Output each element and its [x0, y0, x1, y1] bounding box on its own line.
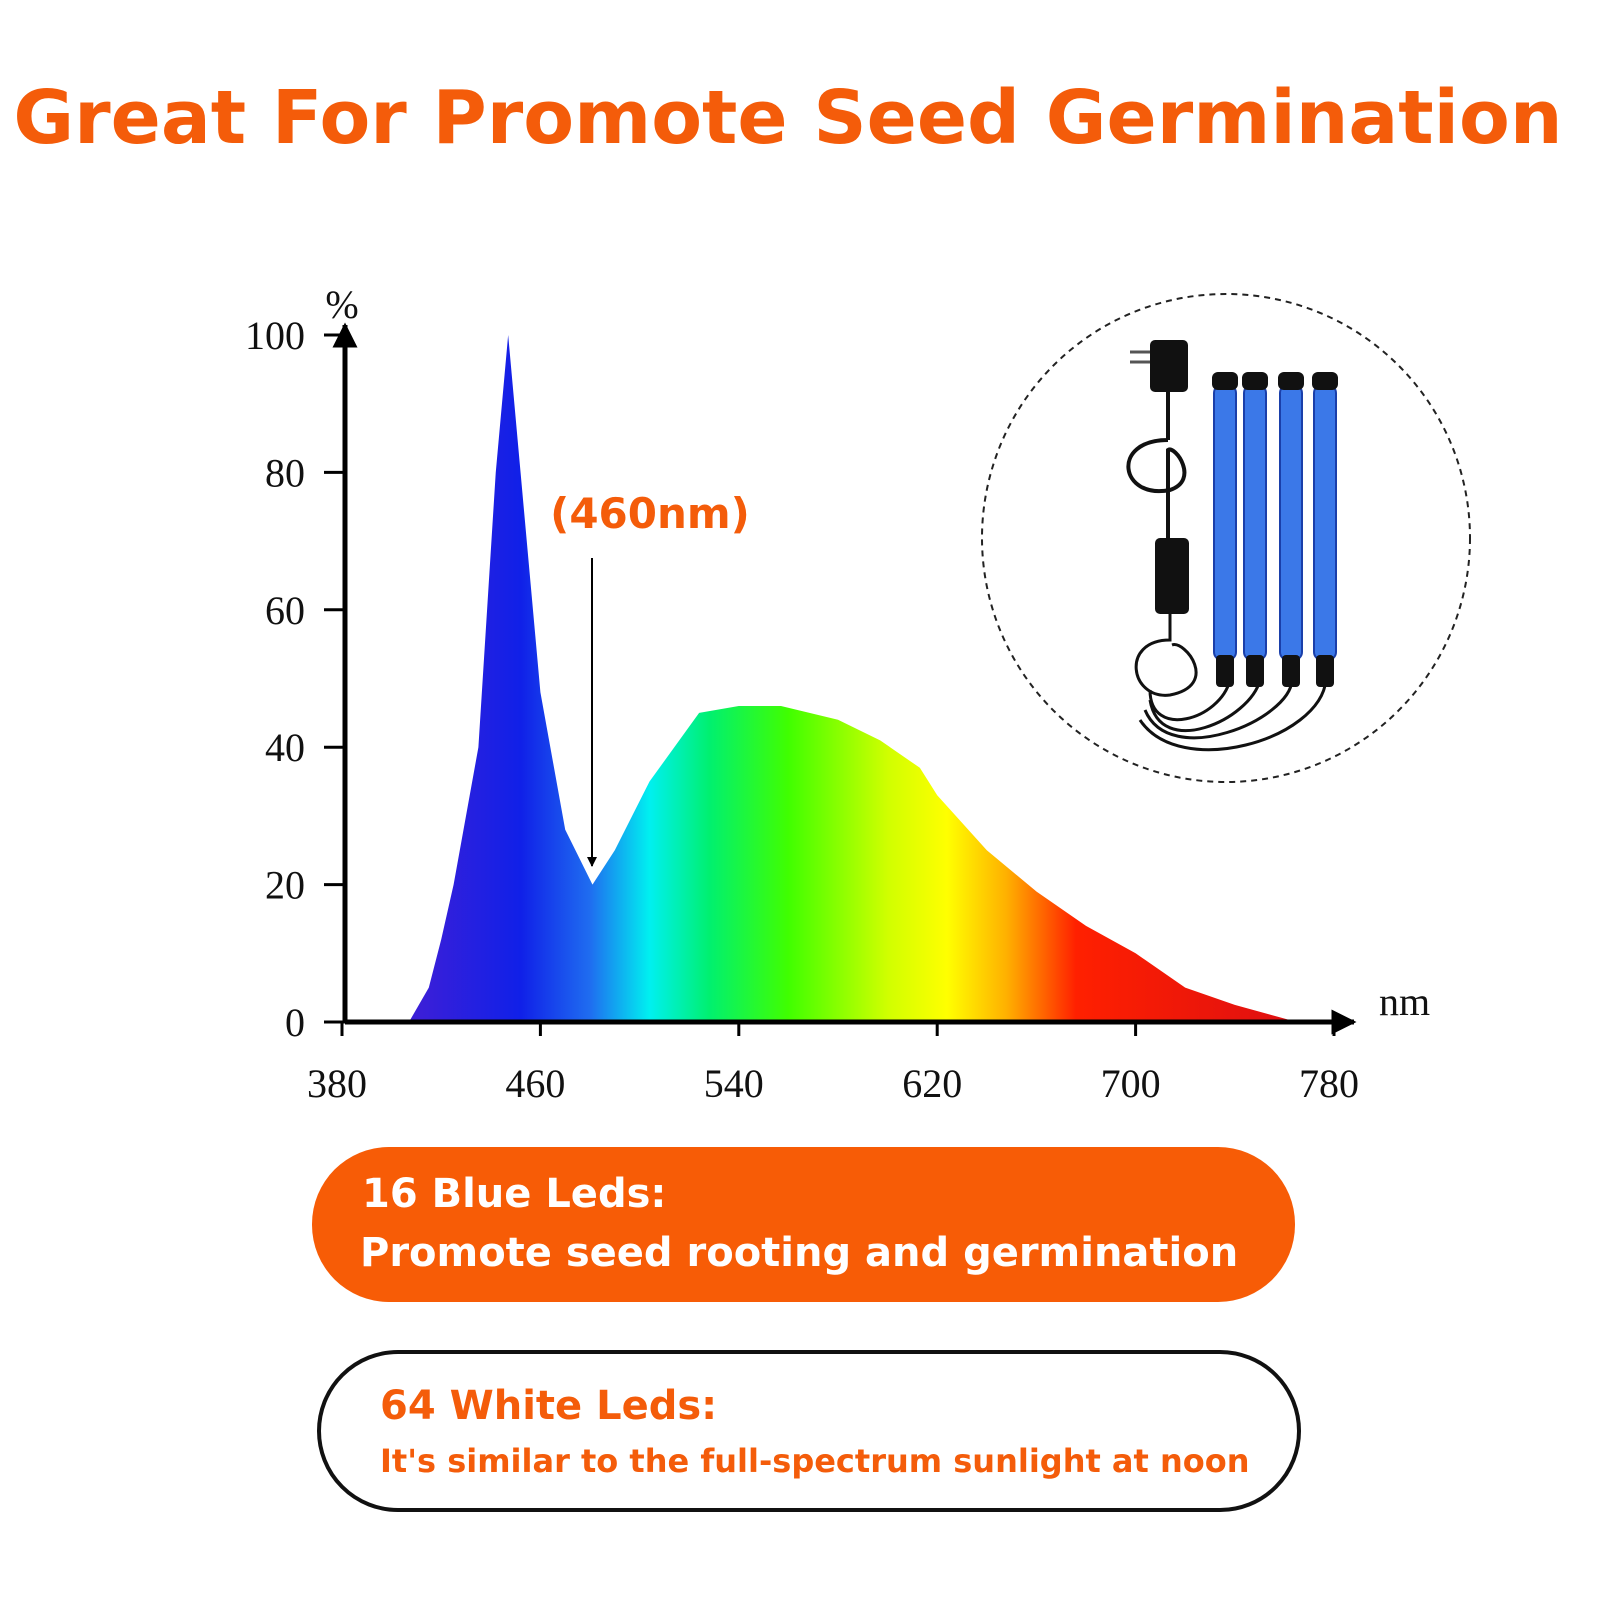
product-image	[981, 293, 1471, 783]
box-text: It's similar to the full-spectrum sunlig…	[380, 1442, 1249, 1480]
box-title: 64 White Leds:	[380, 1383, 717, 1429]
y-tick-label: 40	[265, 725, 305, 770]
y-tick-label: 0	[285, 1000, 305, 1045]
white-leds-box	[317, 1350, 1301, 1512]
y-tick-label: 80	[265, 450, 305, 495]
y-tick-label: 100	[245, 313, 305, 358]
y-tick-label: 20	[265, 863, 305, 908]
y-unit: %	[325, 282, 358, 327]
x-tick-label: 620	[902, 1061, 962, 1106]
chart: % nm 0 20 40 60 80 100 380 460 540 620 700 780	[245, 282, 1430, 1106]
annotation: (460nm)	[550, 489, 750, 538]
x-tick-label: 780	[1299, 1061, 1359, 1106]
x-tick-label: 700	[1101, 1061, 1161, 1106]
x-tick-label: 460	[505, 1061, 565, 1106]
box-title: 16 Blue Leds:	[362, 1171, 666, 1217]
x-tick-label: 380	[307, 1061, 367, 1106]
box-text: Promote seed rooting and germination	[360, 1230, 1238, 1276]
title: Great For Promote Seed Germination	[13, 75, 1562, 161]
y-tick-label: 60	[265, 588, 305, 633]
x-tick-label: 540	[704, 1061, 764, 1106]
spectrum-area	[408, 335, 1297, 1022]
blue-leds-box	[312, 1147, 1295, 1302]
x-unit: nm	[1379, 979, 1430, 1024]
